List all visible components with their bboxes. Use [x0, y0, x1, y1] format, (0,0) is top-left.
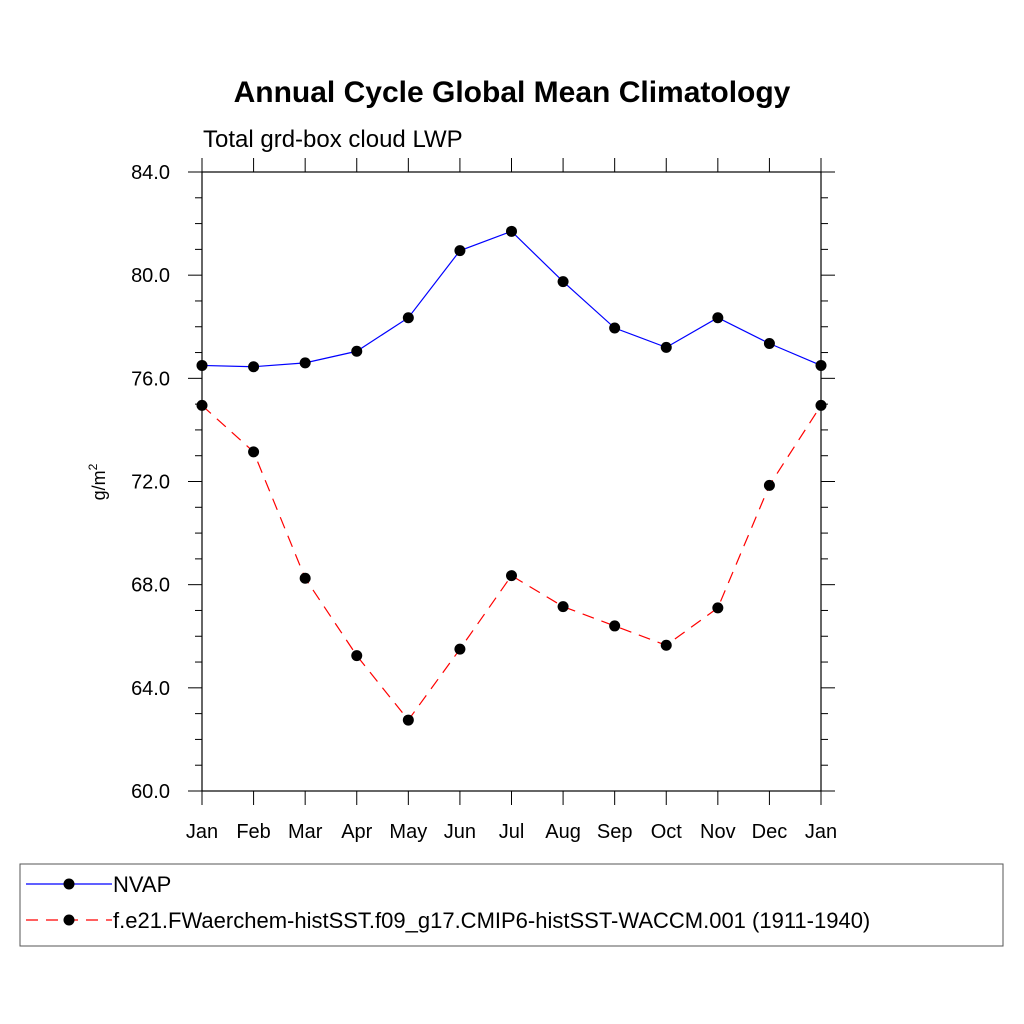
chart-title: Annual Cycle Global Mean Climatology [234, 76, 791, 109]
y-tick-label: 60.0 [131, 781, 170, 803]
y-tick-label: 76.0 [131, 368, 170, 390]
y-tick-label: 64.0 [131, 678, 170, 700]
series-line-0 [201, 230, 822, 368]
series-1-point [196, 399, 208, 411]
legend-label-nvap: NVAP [113, 872, 171, 897]
series-0-point [815, 359, 827, 371]
x-tick-label: Sep [597, 821, 633, 843]
x-tick-label: Nov [700, 821, 736, 843]
series-1-point [299, 572, 311, 584]
series-0-point [763, 338, 775, 350]
series-0-point [402, 312, 414, 324]
y-tick-label: 80.0 [131, 265, 170, 287]
y-tick-label: 72.0 [131, 472, 170, 494]
series-1-point [609, 620, 621, 632]
x-tick-label: Jan [186, 821, 218, 843]
series-0-point [196, 359, 208, 371]
x-tick-label: Dec [752, 821, 788, 843]
series-line-1 [201, 404, 822, 722]
y-tick-label: 84.0 [131, 162, 170, 184]
series-1-point [712, 602, 724, 614]
series-0-point [351, 345, 363, 357]
series-0-point [609, 322, 621, 334]
y-tick-labels: 60.0 64.0 68.0 72.0 76.0 80.0 84.0 [131, 162, 170, 803]
series-0-point [506, 225, 517, 237]
chart-subtitle: Total grd-box cloud LWP [203, 126, 463, 153]
legend-label-model: f.e21.FWaerchem-histSST.f09_g17.CMIP6-hi… [113, 908, 870, 933]
x-tick-label: Mar [288, 821, 323, 843]
series-0-point [557, 276, 569, 288]
series-1-point [454, 643, 466, 655]
series-0-point [299, 357, 311, 369]
plot-frame [201, 171, 822, 792]
series-layer [196, 225, 827, 726]
legend-marker-model [63, 914, 75, 926]
series-0-point [248, 361, 260, 373]
x-tick-label: Jun [444, 821, 476, 843]
series-0-point [454, 245, 466, 257]
series-1-point [815, 399, 827, 411]
series-1-point [506, 570, 517, 582]
y-tick-label: 68.0 [131, 575, 170, 597]
x-tick-labels: Jan Feb Mar Apr May Jun Jul Aug Sep Oct Nov Dec Jan [186, 821, 837, 843]
x-tick-label: Oct [651, 821, 683, 843]
x-tick-label: Apr [341, 821, 372, 843]
x-tick-label: Feb [236, 821, 270, 843]
y-axis-label: g/m2 [86, 463, 109, 500]
y-axis-label-sup: 2 [86, 463, 100, 470]
series-1-point [402, 714, 414, 726]
y-axis-label-main: g/m [89, 470, 109, 500]
legend: NVAP f.e21.FWaerchem-histSST.f09_g17.CMI… [19, 863, 1004, 947]
minor-ticks [195, 197, 828, 766]
x-tick-label: Aug [545, 821, 581, 843]
x-tick-label: Jul [499, 821, 525, 843]
series-1-point [763, 479, 775, 491]
series-0-point [712, 312, 724, 324]
series-1-point [248, 446, 260, 458]
series-1-point [351, 650, 363, 662]
major-ticks [188, 158, 835, 805]
series-1-point [557, 601, 569, 613]
legend-box [19, 863, 1004, 947]
x-tick-label: May [389, 821, 427, 843]
legend-marker-nvap [63, 878, 75, 890]
series-0-point [660, 341, 672, 353]
series-1-point [660, 639, 672, 651]
x-tick-label: Jan [805, 821, 837, 843]
